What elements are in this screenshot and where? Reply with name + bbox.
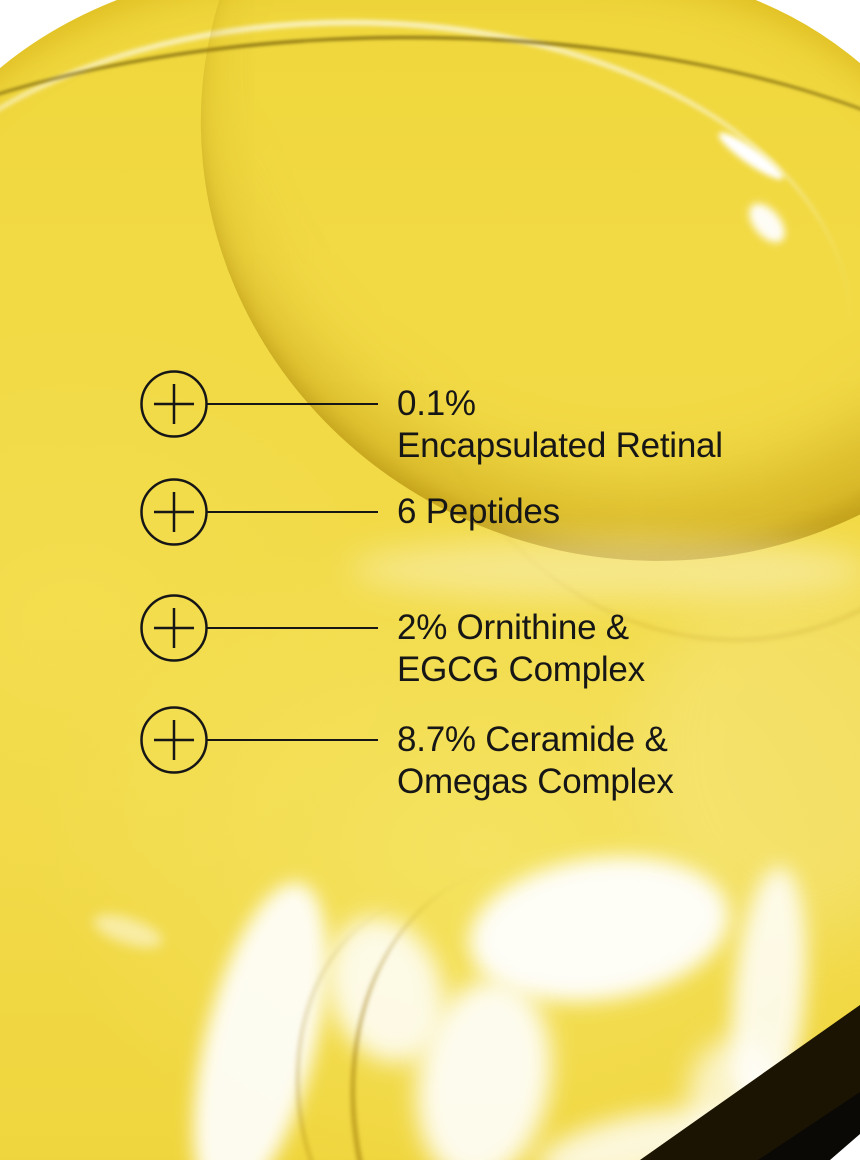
- ingredient-callout: 6 Peptides: [140, 478, 760, 546]
- callout-connector-line: [206, 402, 378, 406]
- ingredient-label-line: 8.7% Ceramide &: [397, 720, 668, 759]
- callout-connector-line: [206, 738, 378, 742]
- ingredient-label-line: 2% Ornithine &: [397, 608, 629, 647]
- ingredient-label-line: Omegas Complex: [397, 762, 674, 801]
- callout-connector-line: [206, 510, 378, 514]
- ingredient-label-line: Encapsulated Retinal: [397, 426, 723, 465]
- ingredient-label: 8.7% Ceramide & Omegas Complex: [397, 719, 674, 803]
- ingredient-label-line: 0.1%: [397, 384, 476, 423]
- soft-haze-highlight: [350, 538, 860, 600]
- ingredient-label-line: 6 Peptides: [397, 492, 560, 531]
- top-crease-highlight: [0, 20, 850, 625]
- callout-connector-line: [206, 626, 378, 630]
- ingredient-label: 0.1% Encapsulated Retinal: [397, 383, 723, 467]
- plus-circle-icon: [140, 370, 208, 438]
- ingredient-label: 2% Ornithine & EGCG Complex: [397, 607, 645, 691]
- plus-circle-icon: [140, 706, 208, 774]
- ingredient-callout: 8.7% Ceramide & Omegas Complex: [140, 706, 760, 801]
- ingredient-callout: 0.1% Encapsulated Retinal: [140, 370, 760, 465]
- ingredient-label: 6 Peptides: [397, 491, 560, 533]
- ingredient-label-line: EGCG Complex: [397, 650, 645, 689]
- plus-circle-icon: [140, 478, 208, 546]
- plus-circle-icon: [140, 594, 208, 662]
- ingredient-callout: 2% Ornithine & EGCG Complex: [140, 594, 760, 689]
